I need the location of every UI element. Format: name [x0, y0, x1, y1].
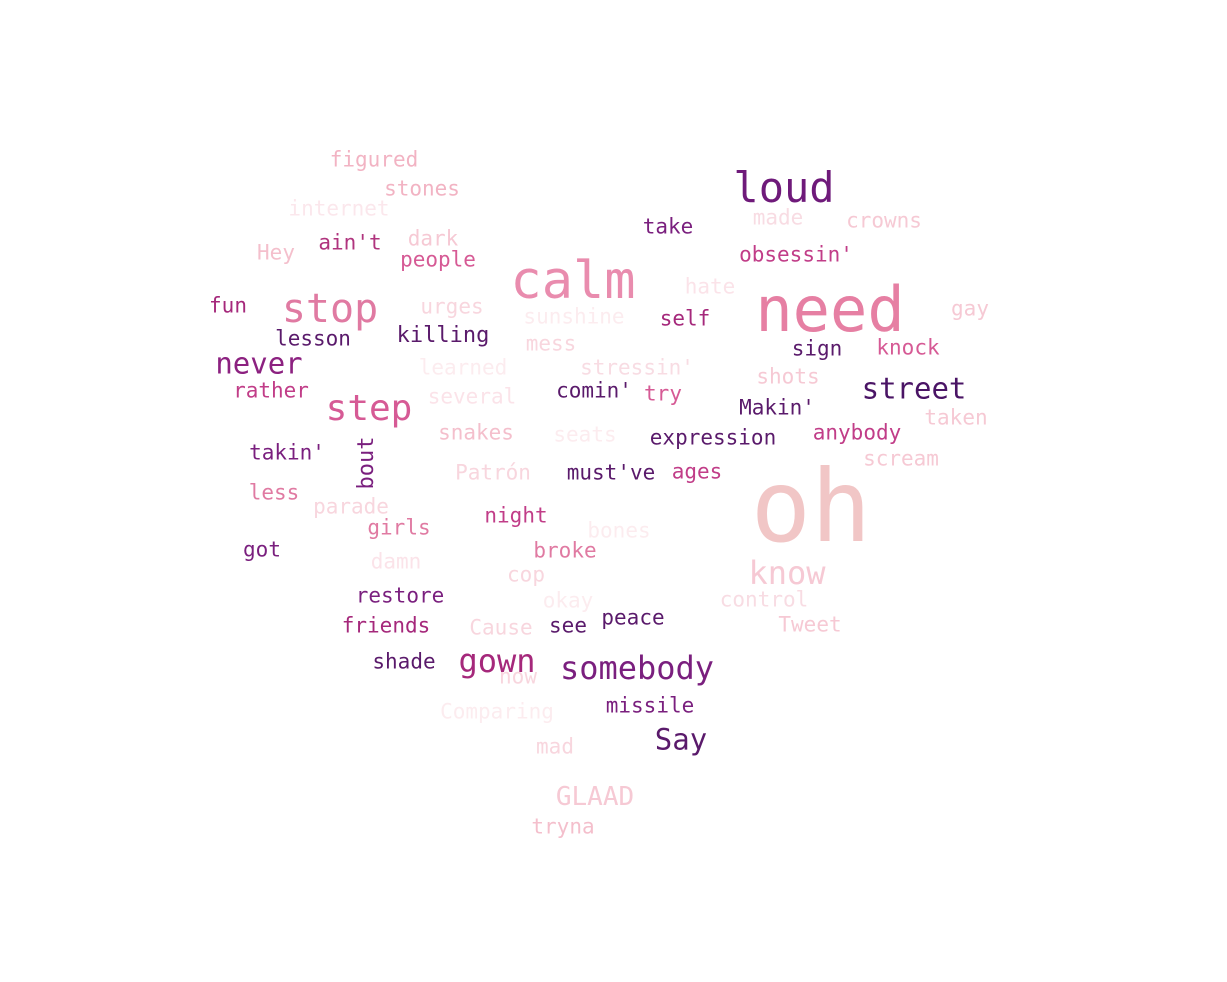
word-seats: seats	[553, 422, 617, 447]
word-calm: calm	[510, 251, 636, 311]
word-several: several	[427, 384, 517, 409]
word-loud: loud	[733, 163, 835, 212]
word-step: step	[325, 388, 413, 429]
word-shots: shots	[756, 364, 820, 389]
word-sunshine: sunshine	[523, 304, 625, 329]
word-internet: internet	[288, 196, 390, 221]
word-got: got	[243, 537, 281, 562]
word-restore: restore	[355, 583, 445, 608]
word-say: Say	[654, 722, 708, 757]
word-ain-t: ain't	[318, 230, 382, 255]
word-hate: hate	[684, 274, 736, 299]
word-oh: oh	[750, 448, 872, 565]
word-fun: fun	[209, 293, 247, 318]
word-street: street	[861, 371, 967, 406]
word-somebody: somebody	[559, 649, 715, 687]
word-shade: shade	[372, 649, 436, 674]
word-killing: killing	[396, 323, 490, 348]
word-broke: broke	[533, 538, 597, 563]
word-comparing: Comparing	[440, 699, 554, 724]
word-makin: Makin'	[739, 395, 815, 420]
word-know: know	[748, 554, 826, 592]
word-gown: gown	[458, 642, 536, 680]
word-tryna: tryna	[531, 814, 595, 839]
word-mad: mad	[536, 734, 574, 759]
word-scream: scream	[863, 446, 939, 471]
word-stop: stop	[281, 286, 379, 332]
word-stressin: stressin'	[580, 355, 694, 380]
word-ages: ages	[671, 459, 723, 484]
word-now: now	[499, 664, 537, 689]
word-sign: sign	[791, 336, 843, 361]
word-bout: bout	[354, 436, 379, 490]
word-takin: takin'	[249, 440, 325, 465]
word-hey: Hey	[257, 240, 295, 265]
word-tweet: Tweet	[778, 612, 842, 637]
word-need: need	[755, 273, 905, 346]
word-glaad: GLAAD	[555, 782, 635, 812]
word-okay: okay	[542, 588, 594, 613]
word-snakes: snakes	[438, 420, 514, 445]
word-figured: figured	[329, 147, 419, 172]
word-must-ve: must've	[566, 460, 656, 485]
word-crowns: crowns	[846, 208, 922, 233]
word-friends: friends	[341, 613, 431, 638]
word-made: made	[752, 205, 804, 230]
word-never: never	[215, 346, 303, 381]
word-control: control	[719, 587, 809, 612]
word-mess: mess	[525, 331, 577, 356]
word-cop: cop	[507, 562, 545, 587]
word-see: see	[549, 613, 587, 638]
word-less: less	[248, 480, 300, 505]
word-anybody: anybody	[812, 420, 902, 445]
word-obsessin: obsessin'	[739, 242, 853, 267]
word-bones: bones	[587, 518, 651, 543]
word-rather: rather	[233, 378, 309, 403]
word-people: people	[400, 247, 476, 272]
word-gay: gay	[951, 296, 989, 321]
word-missile: missile	[605, 693, 695, 718]
word-self: self	[659, 306, 711, 331]
word-learned: learned	[418, 355, 508, 380]
word-comin: comin'	[556, 378, 632, 403]
word-lesson: lesson	[275, 326, 351, 351]
word-knock: knock	[876, 335, 940, 360]
word-night: night	[484, 503, 548, 528]
word-damn: damn	[370, 549, 422, 574]
word-try: try	[644, 381, 682, 406]
word-stones: stones	[384, 176, 460, 201]
word-take: take	[642, 214, 694, 239]
word-parade: parade	[313, 494, 389, 519]
word-urges: urges	[420, 294, 484, 319]
word-taken: taken	[924, 405, 988, 430]
word-cause: Cause	[469, 615, 533, 640]
word-patr-n: Patrón	[455, 460, 531, 485]
word-dark: dark	[407, 226, 459, 251]
word-expression: expression	[649, 425, 777, 450]
word-peace: peace	[601, 605, 665, 630]
word-girls: girls	[367, 515, 431, 540]
